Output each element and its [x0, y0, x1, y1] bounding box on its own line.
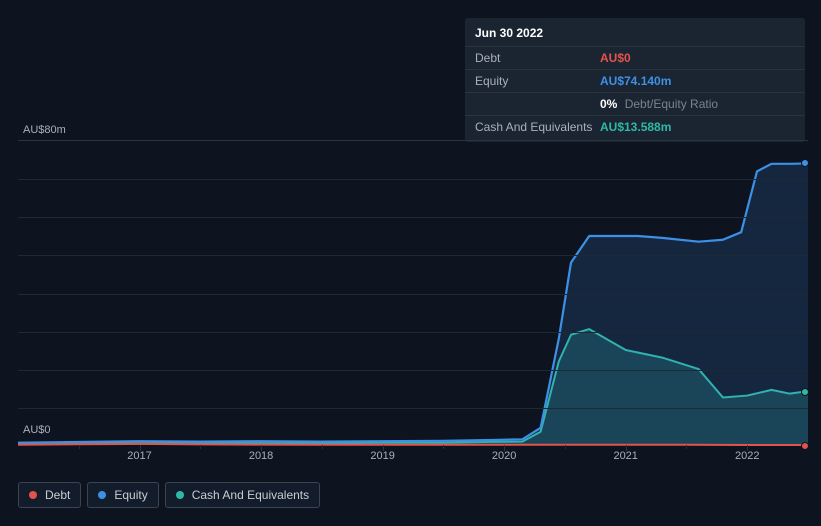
tooltip-date: Jun 30 2022 [465, 18, 805, 47]
legend-label: Cash And Equivalents [192, 488, 309, 502]
legend-item-cash[interactable]: Cash And Equivalents [165, 482, 320, 508]
x-tick-minor [443, 445, 444, 449]
x-tick-minor [200, 445, 201, 449]
tooltip-label: Equity [475, 74, 600, 88]
tooltip-suffix: Debt/Equity Ratio [625, 97, 718, 111]
end-dot-cash [801, 388, 809, 396]
tooltip-row-debt: Debt AU$0 [465, 47, 805, 70]
end-dot-equity [801, 159, 809, 167]
tooltip-value: AU$13.588m [600, 120, 671, 134]
legend-label: Equity [114, 488, 147, 502]
x-axis-label: 2021 [613, 450, 637, 462]
tooltip-row-equity: Equity AU$74.140m [465, 70, 805, 93]
legend-dot-icon [176, 491, 184, 499]
legend-item-equity[interactable]: Equity [87, 482, 158, 508]
legend-dot-icon [29, 491, 37, 499]
x-tick-minor [686, 445, 687, 449]
legend-item-debt[interactable]: Debt [18, 482, 81, 508]
grid-line [18, 255, 808, 256]
grid-line [18, 370, 808, 371]
chart-tooltip: Jun 30 2022 Debt AU$0 Equity AU$74.140m … [465, 18, 805, 142]
tooltip-label: Debt [475, 51, 600, 65]
tooltip-row-cash: Cash And Equivalents AU$13.588m [465, 116, 805, 142]
plot-area[interactable] [18, 140, 808, 445]
tooltip-value: AU$74.140m [600, 74, 671, 88]
chart-legend: Debt Equity Cash And Equivalents [18, 482, 320, 508]
x-axis-label: 2017 [127, 450, 151, 462]
legend-label: Debt [45, 488, 70, 502]
x-axis-label: 2019 [370, 450, 394, 462]
tooltip-value: AU$0 [600, 51, 631, 65]
tooltip-label [475, 97, 600, 111]
legend-dot-icon [98, 491, 106, 499]
x-axis-label: 2022 [735, 450, 759, 462]
tooltip-row-ratio: 0% Debt/Equity Ratio [465, 93, 805, 116]
series-area-equity [18, 163, 808, 445]
end-dot-debt [801, 442, 809, 450]
tooltip-value: 0% [600, 97, 617, 111]
x-axis-label: 2020 [492, 450, 516, 462]
x-tick-minor [79, 445, 80, 449]
y-axis-label-max: AU$80m [23, 124, 66, 136]
tooltip-label: Cash And Equivalents [475, 120, 600, 134]
grid-line [18, 294, 808, 295]
grid-line [18, 217, 808, 218]
x-axis-label: 2018 [249, 450, 273, 462]
series-line-debt [18, 444, 808, 445]
x-tick-minor [322, 445, 323, 449]
grid-line [18, 179, 808, 180]
x-tick-minor [565, 445, 566, 449]
grid-line [18, 408, 808, 409]
chart-container: Jun 30 2022 Debt AU$0 Equity AU$74.140m … [0, 0, 821, 526]
grid-line [18, 332, 808, 333]
